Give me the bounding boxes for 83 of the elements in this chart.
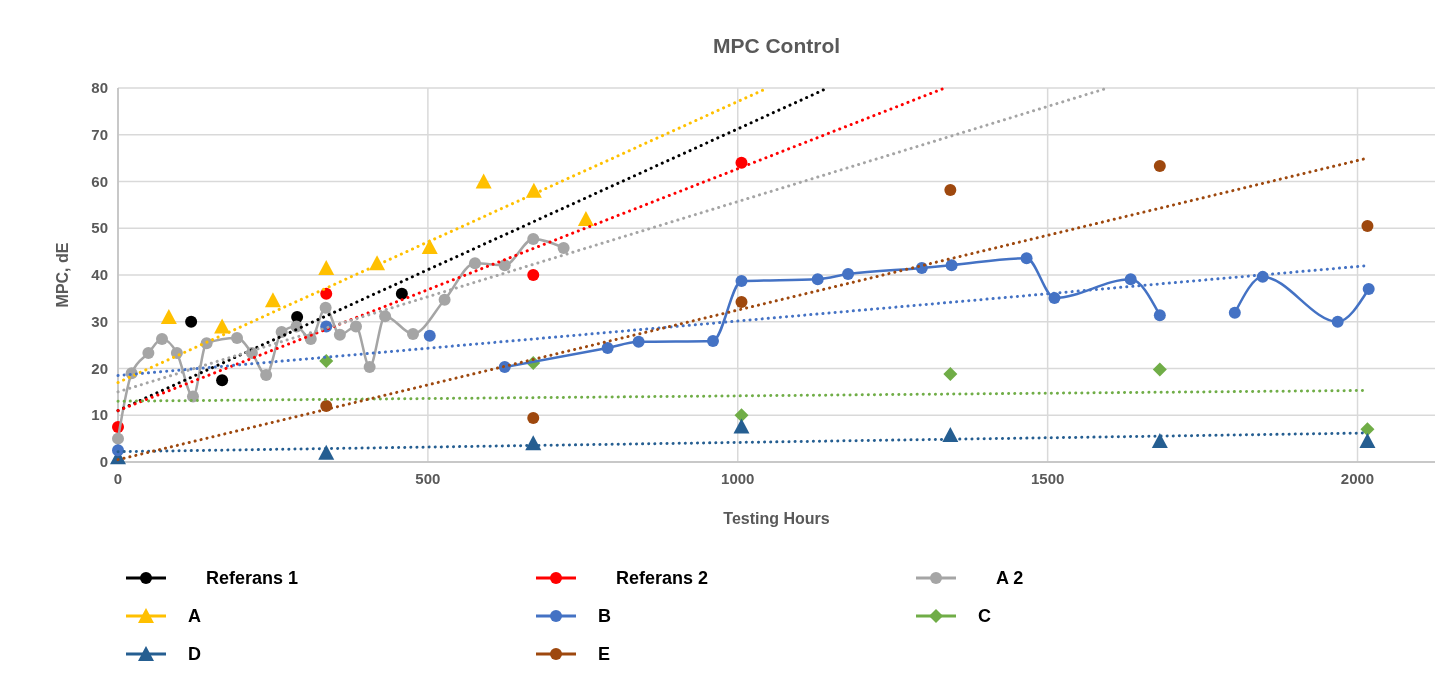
point bbox=[319, 354, 334, 369]
point bbox=[216, 374, 229, 387]
point bbox=[363, 361, 376, 374]
y-tick-label: 50 bbox=[91, 219, 108, 237]
point bbox=[735, 275, 748, 288]
point bbox=[733, 418, 750, 434]
point bbox=[527, 412, 540, 425]
point bbox=[842, 268, 855, 281]
x-tick-label: 2000 bbox=[1340, 470, 1375, 487]
point bbox=[1362, 283, 1375, 296]
point bbox=[1359, 432, 1376, 448]
legend-label: D bbox=[188, 644, 201, 664]
legend-label: A bbox=[188, 606, 201, 626]
y-tick-label: 80 bbox=[91, 79, 108, 96]
point bbox=[379, 310, 392, 323]
y-axis-title: MPC, dE bbox=[54, 242, 71, 308]
point bbox=[318, 444, 335, 460]
legend-label: E bbox=[598, 644, 611, 664]
point bbox=[395, 287, 408, 300]
point bbox=[527, 233, 540, 245]
point bbox=[601, 341, 614, 354]
point bbox=[438, 293, 451, 306]
point bbox=[1152, 362, 1167, 377]
point bbox=[1228, 306, 1241, 319]
y-tick-label: 20 bbox=[91, 359, 108, 377]
point bbox=[475, 173, 492, 189]
point bbox=[943, 367, 958, 382]
point bbox=[142, 347, 155, 360]
x-tick-label: 500 bbox=[415, 470, 441, 487]
point bbox=[577, 210, 594, 226]
point bbox=[156, 333, 168, 346]
point bbox=[527, 269, 540, 281]
x-tick-label: 0 bbox=[113, 470, 123, 487]
legend-label: B bbox=[598, 606, 611, 626]
point bbox=[112, 444, 124, 457]
y-tick-label: 70 bbox=[91, 125, 108, 143]
point bbox=[1331, 315, 1344, 328]
y-tick-label: 60 bbox=[91, 172, 108, 190]
point bbox=[1151, 432, 1168, 448]
point bbox=[407, 327, 420, 340]
point bbox=[349, 320, 362, 333]
y-tick-label: 40 bbox=[91, 266, 108, 283]
point bbox=[1020, 252, 1033, 265]
legend-label: A 2 bbox=[996, 568, 1024, 588]
point bbox=[498, 259, 511, 272]
point bbox=[214, 318, 231, 334]
point bbox=[557, 241, 570, 254]
y-tick-label: 30 bbox=[91, 312, 108, 330]
point bbox=[632, 335, 645, 348]
point bbox=[1361, 219, 1374, 232]
point bbox=[706, 334, 719, 347]
legend-label: Referans 2 bbox=[616, 568, 709, 588]
point bbox=[160, 309, 177, 325]
x-tick-label: 1000 bbox=[721, 470, 755, 487]
point bbox=[734, 408, 749, 423]
point bbox=[735, 296, 748, 309]
point bbox=[423, 329, 436, 342]
x-tick-label: 1500 bbox=[1030, 470, 1065, 487]
point bbox=[942, 426, 959, 442]
y-tick-label: 0 bbox=[99, 453, 108, 470]
point bbox=[1124, 273, 1137, 286]
chart-title: MPC Control bbox=[712, 34, 841, 57]
point bbox=[421, 238, 438, 254]
point bbox=[264, 292, 281, 308]
point bbox=[945, 259, 958, 272]
legend-label: C bbox=[978, 606, 991, 626]
point bbox=[811, 273, 824, 286]
point bbox=[112, 432, 124, 445]
point bbox=[333, 328, 346, 341]
point bbox=[1153, 160, 1166, 173]
point bbox=[260, 369, 273, 382]
legend-label: Referans 1 bbox=[206, 568, 299, 588]
point bbox=[319, 301, 332, 314]
point bbox=[320, 287, 333, 300]
point bbox=[1153, 309, 1166, 322]
point bbox=[231, 332, 243, 345]
x-axis-title: Testing Hours bbox=[723, 510, 830, 527]
point bbox=[468, 257, 481, 270]
point bbox=[318, 259, 335, 275]
y-tick-label: 10 bbox=[91, 406, 108, 424]
point bbox=[944, 183, 957, 196]
point bbox=[1360, 422, 1375, 437]
point bbox=[185, 315, 198, 328]
